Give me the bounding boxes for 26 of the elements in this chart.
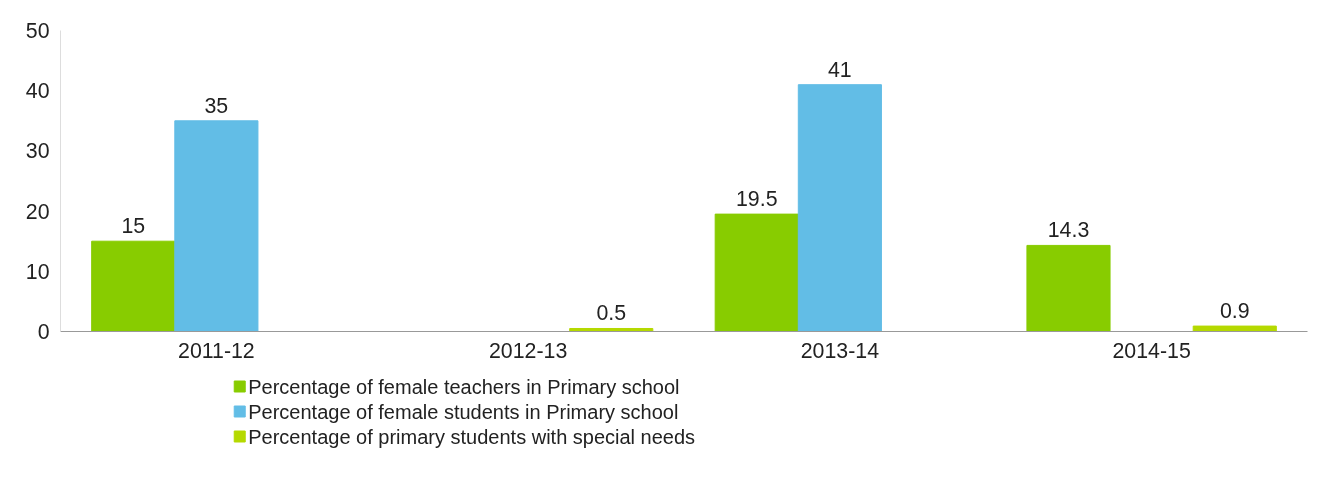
bar [91, 240, 176, 332]
legend-label: Percentage of primary students with special needs [248, 425, 696, 448]
y-tick-label: 20 [25, 199, 50, 224]
legend-label: Percentage of female students in Primary school [248, 400, 679, 423]
bar [797, 84, 882, 332]
y-tick-label: 40 [25, 79, 50, 104]
legend-label: Percentage of female teachers in Primary school [248, 375, 680, 398]
bar [1026, 244, 1111, 332]
data-label: 14.3 [1047, 218, 1090, 243]
x-tick-label: 2013-14 [800, 338, 880, 363]
y-tick-label: 50 [25, 19, 50, 43]
data-label: 41 [828, 57, 852, 82]
data-label: 19.5 [735, 187, 778, 212]
y-tick-label: 10 [25, 259, 50, 284]
x-tick-label: 2011-12 [178, 338, 255, 363]
y-tick-label: 0 [37, 320, 50, 344]
bar [174, 120, 259, 332]
y-tick-label: 30 [25, 139, 50, 164]
x-tick-label: 2012-13 [488, 338, 568, 363]
data-label: 0.9 [1219, 299, 1250, 324]
data-label: 0.5 [596, 301, 627, 326]
bar [714, 213, 799, 332]
data-label: 15 [121, 214, 146, 239]
x-tick-label: 2014-15 [1112, 338, 1191, 363]
data-label: 35 [204, 93, 229, 118]
bar [1192, 325, 1277, 332]
